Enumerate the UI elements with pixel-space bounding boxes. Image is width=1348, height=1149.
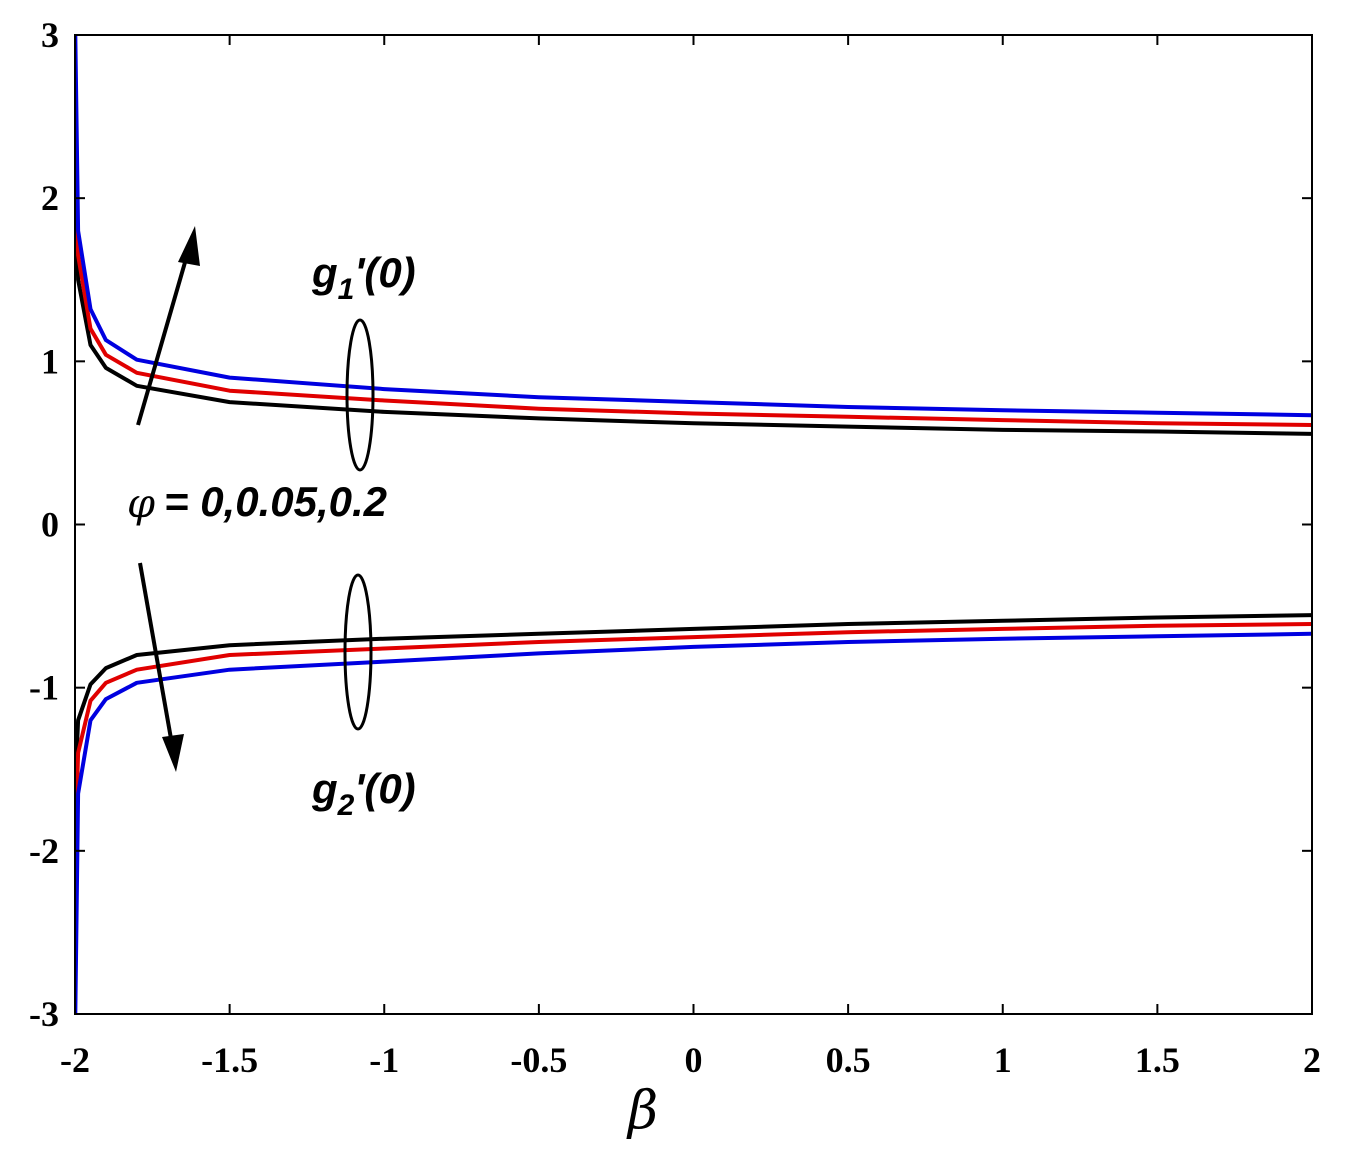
series-layer xyxy=(75,35,1312,1014)
y-tick-label: 2 xyxy=(41,178,59,218)
x-tick-label: -0.5 xyxy=(510,1040,567,1080)
arrow-down-head xyxy=(162,734,184,772)
annotation-shapes xyxy=(136,226,375,772)
series-line-6 xyxy=(75,631,1312,1014)
y-tick-label: -3 xyxy=(29,994,59,1034)
x-tick-label: -1.5 xyxy=(201,1040,258,1080)
upper-group-ellipse xyxy=(345,318,375,472)
lower-group-label: g2'(0) xyxy=(311,765,416,822)
series-line-1 xyxy=(75,132,1312,436)
x-tick-label: 2 xyxy=(1303,1040,1321,1080)
y-tick-label: 0 xyxy=(41,505,59,545)
arrow-up-head xyxy=(178,226,200,266)
phi-values-label: = 0,0.05,0.2 xyxy=(164,478,387,525)
y-tick-label: -2 xyxy=(29,831,59,871)
x-tick-label: -1 xyxy=(369,1040,399,1080)
series-line-5 xyxy=(75,622,1312,851)
arrow-down-shaft xyxy=(138,562,175,751)
x-axis-label: β xyxy=(626,1081,658,1141)
x-tick-label: -2 xyxy=(60,1040,90,1080)
lower-group-ellipse xyxy=(343,573,373,731)
y-tick-label: -1 xyxy=(29,668,59,708)
series-line-3 xyxy=(75,35,1312,418)
x-tick-label: 1.5 xyxy=(1135,1040,1180,1080)
upper-group-label: g1'(0) xyxy=(311,249,416,306)
series-line-4 xyxy=(75,613,1312,786)
phi-symbol: φ xyxy=(127,481,155,527)
x-tick-label: 0 xyxy=(685,1040,703,1080)
arrow-up-shaft xyxy=(136,244,192,426)
x-tick-label: 0.5 xyxy=(826,1040,871,1080)
x-tick-label: 1 xyxy=(994,1040,1012,1080)
series-line-2 xyxy=(75,100,1312,427)
y-tick-label: 1 xyxy=(41,341,59,381)
y-tick-label: 3 xyxy=(41,15,59,55)
